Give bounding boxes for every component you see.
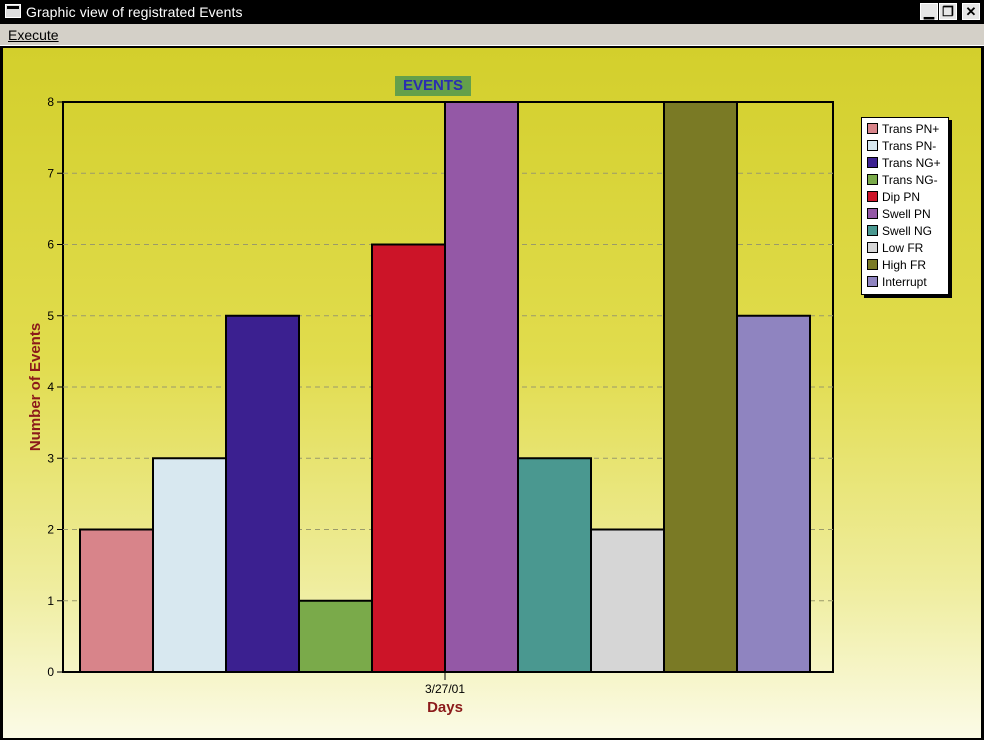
legend-item: Trans PN-: [867, 138, 936, 155]
bar-swell-ng: [517, 457, 592, 673]
legend-item: High FR: [867, 257, 926, 274]
legend-swatch: [867, 174, 878, 185]
y-tick-label: 5: [47, 309, 54, 323]
legend-item: Low FR: [867, 240, 923, 257]
x-axis-title: Days: [427, 699, 463, 716]
legend-label: Low FR: [882, 241, 924, 255]
legend-item: Interrupt: [867, 274, 927, 291]
legend-label: Trans PN-: [882, 139, 937, 153]
legend-swatch: [867, 157, 878, 168]
legend-label: Trans NG+: [882, 156, 941, 170]
window-title: Graphic view of registrated Events: [26, 4, 243, 20]
legend-item: Trans NG+: [867, 155, 941, 172]
bar-trans-pn-: [152, 457, 227, 673]
legend-label: Trans PN+: [882, 122, 940, 136]
chart-area: EVENTS 0 1 2 3 4 5 6 7 8 3/27/01 Days Number of Eve…: [3, 48, 981, 738]
menu-execute[interactable]: Execute: [8, 27, 59, 43]
y-tick-label: 4: [47, 380, 54, 394]
bar-trans-ng-: [298, 599, 373, 673]
bar-high-fr: [663, 101, 738, 673]
legend-item: Trans NG-: [867, 172, 938, 189]
x-tick-label: 3/27/01: [425, 682, 465, 696]
y-tick-label: 2: [47, 523, 54, 537]
legend-swatch: [867, 140, 878, 151]
bar-dip-pn: [371, 243, 446, 673]
legend-swatch: [867, 259, 878, 270]
legend-item: Trans PN+: [867, 121, 939, 138]
legend-swatch: [867, 123, 878, 134]
legend-item: Dip PN: [867, 189, 920, 206]
bar-low-fr: [590, 528, 665, 673]
y-axis-title: Number of Events: [27, 323, 44, 451]
legend-item: Swell NG: [867, 223, 932, 240]
y-tick-label: 0: [47, 665, 54, 679]
legend-swatch: [867, 191, 878, 202]
bar-interrupt: [736, 314, 811, 673]
y-tick-label: 3: [47, 451, 54, 465]
legend-swatch: [867, 208, 878, 219]
y-tick-label: 8: [47, 95, 54, 109]
menu-bar: Execute: [0, 24, 984, 46]
legend-label: Swell NG: [882, 224, 933, 238]
window-icon[interactable]: [5, 4, 21, 18]
y-tick-label: 7: [47, 166, 54, 180]
bar-chart: 0 1 2 3 4 5 6 7 8 3/27/01 Days Number of Events: [27, 95, 834, 716]
bar-swell-pn: [444, 101, 519, 673]
bar-trans-ng-: [225, 314, 300, 673]
legend-label: Swell PN: [882, 207, 931, 221]
legend-swatch: [867, 276, 878, 287]
chart-legend: Trans PN+ Trans PN- Trans NG+ Trans NG- Dip …: [861, 117, 949, 295]
legend-label: High FR: [882, 258, 927, 272]
y-tick-label: 1: [47, 594, 54, 608]
restore-button[interactable]: ❐: [939, 3, 957, 20]
bar-trans-pn-: [79, 528, 154, 673]
title-bar[interactable]: Graphic view of registrated Events ▁ ❐ ✕: [0, 0, 984, 24]
legend-swatch: [867, 225, 878, 236]
chart-title: EVENTS: [395, 76, 471, 96]
y-tick-label: 6: [47, 238, 54, 252]
legend-swatch: [867, 242, 878, 253]
legend-label: Trans NG-: [882, 173, 938, 187]
legend-label: Interrupt: [882, 275, 927, 289]
legend-label: Dip PN: [882, 190, 921, 204]
legend-item: Swell PN: [867, 206, 931, 223]
close-button[interactable]: ✕: [962, 3, 980, 20]
minimize-button[interactable]: ▁: [920, 3, 938, 20]
